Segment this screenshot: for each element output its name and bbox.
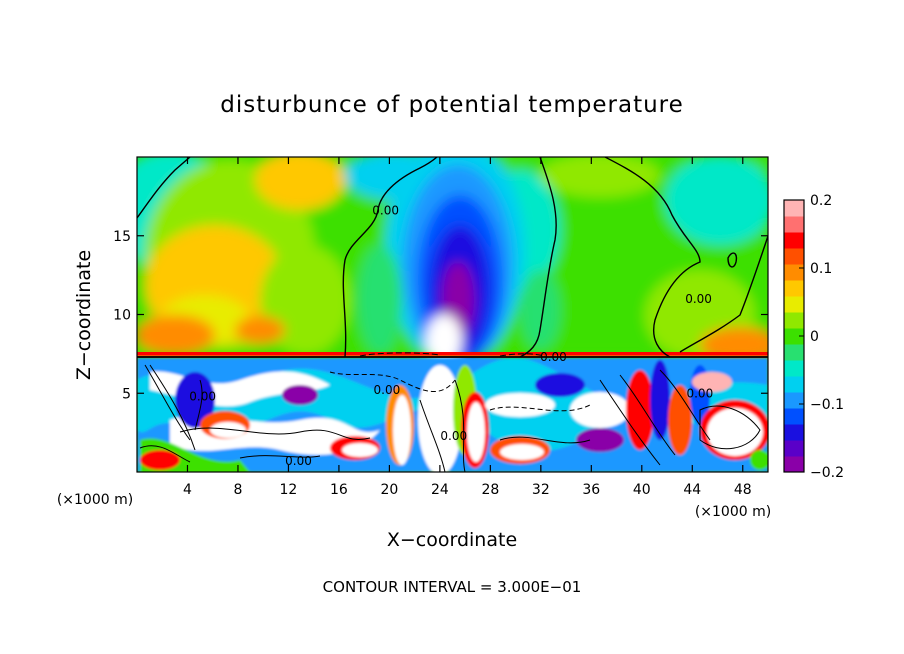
chart-title: disturbunce of potential temperature: [220, 92, 684, 118]
colorbar-tick-label: 0: [810, 329, 819, 345]
x-tick-label: 48: [734, 482, 752, 498]
colorbar-swatch: [784, 312, 804, 329]
colorbar-swatch: [784, 216, 804, 233]
colorbar-swatch: [784, 360, 804, 377]
colorbar-swatch: [784, 296, 804, 313]
colorbar-swatch: [784, 440, 804, 457]
y-axis-label: Z−coordinate: [73, 250, 95, 380]
colorbar-swatch: [784, 328, 804, 345]
colorbar-swatch: [784, 232, 804, 249]
colorbar-swatch: [784, 392, 804, 409]
colorbar-swatch: [784, 248, 804, 265]
x-tick-label: 44: [683, 482, 701, 498]
x-tick-label: 8: [233, 482, 242, 498]
colorbar-swatch: [784, 280, 804, 297]
contour-labels: 0.00 0.00 0.00 0.00 0.00 0.00 0.00 0.00: [189, 204, 713, 468]
x-tick-label: 4: [183, 482, 192, 498]
colorbar: 0.2 0.1 0 −0.1 −0.2: [783, 193, 844, 481]
contour-label: 0.00: [440, 429, 467, 443]
x-tick-label: 16: [330, 482, 348, 498]
colorbar-swatch: [784, 424, 804, 441]
x-tick-label: 20: [380, 482, 398, 498]
y-tick-label: 15: [113, 229, 131, 245]
x-tick-label: 24: [431, 482, 449, 498]
lower-field: [137, 357, 768, 472]
x-axis: 4 8 12 16 20 24 28 32 36 40 44 48: [183, 157, 752, 498]
colorbar-swatch: [784, 264, 804, 281]
colorbar-tick-label: −0.1: [810, 397, 844, 413]
contour-label: 0.00: [685, 292, 712, 306]
y-tick-label: 5: [122, 386, 131, 402]
contour-lines: [137, 157, 768, 358]
x-tick-label: 32: [532, 482, 550, 498]
colorbar-swatch: [784, 456, 804, 473]
contour-label: 0.00: [189, 389, 216, 403]
colorbar-swatch: [784, 200, 804, 217]
x-unit-right: (×1000 m): [695, 504, 771, 520]
plot-area: [137, 157, 768, 472]
colorbar-tick-label: 0.2: [810, 193, 832, 209]
contour-label: 0.00: [285, 454, 312, 468]
contour-label: 0.00: [540, 350, 567, 364]
x-tick-label: 12: [280, 482, 298, 498]
colorbar-tick-label: −0.2: [810, 465, 844, 481]
contour-lines-lower: [139, 352, 761, 472]
colorbar-swatch: [784, 408, 804, 425]
contour-label: 0.00: [374, 383, 401, 397]
x-axis-label: X−coordinate: [387, 529, 517, 551]
colorbar-tick-label: 0.1: [810, 261, 832, 277]
y-axis: 5 10 15: [113, 229, 768, 402]
contour-label: 0.00: [686, 386, 713, 400]
contour-interval-note: CONTOUR INTERVAL = 3.000E−01: [323, 578, 582, 596]
y-tick-label: 10: [113, 308, 131, 324]
contour-label: 0.00: [372, 204, 399, 218]
colorbar-swatch: [784, 344, 804, 361]
x-unit-left: (×1000 m): [57, 492, 133, 508]
colorbar-swatch: [784, 376, 804, 393]
x-tick-label: 40: [633, 482, 651, 498]
x-tick-label: 28: [481, 482, 499, 498]
upper-field: [137, 157, 768, 366]
x-tick-label: 36: [582, 482, 600, 498]
